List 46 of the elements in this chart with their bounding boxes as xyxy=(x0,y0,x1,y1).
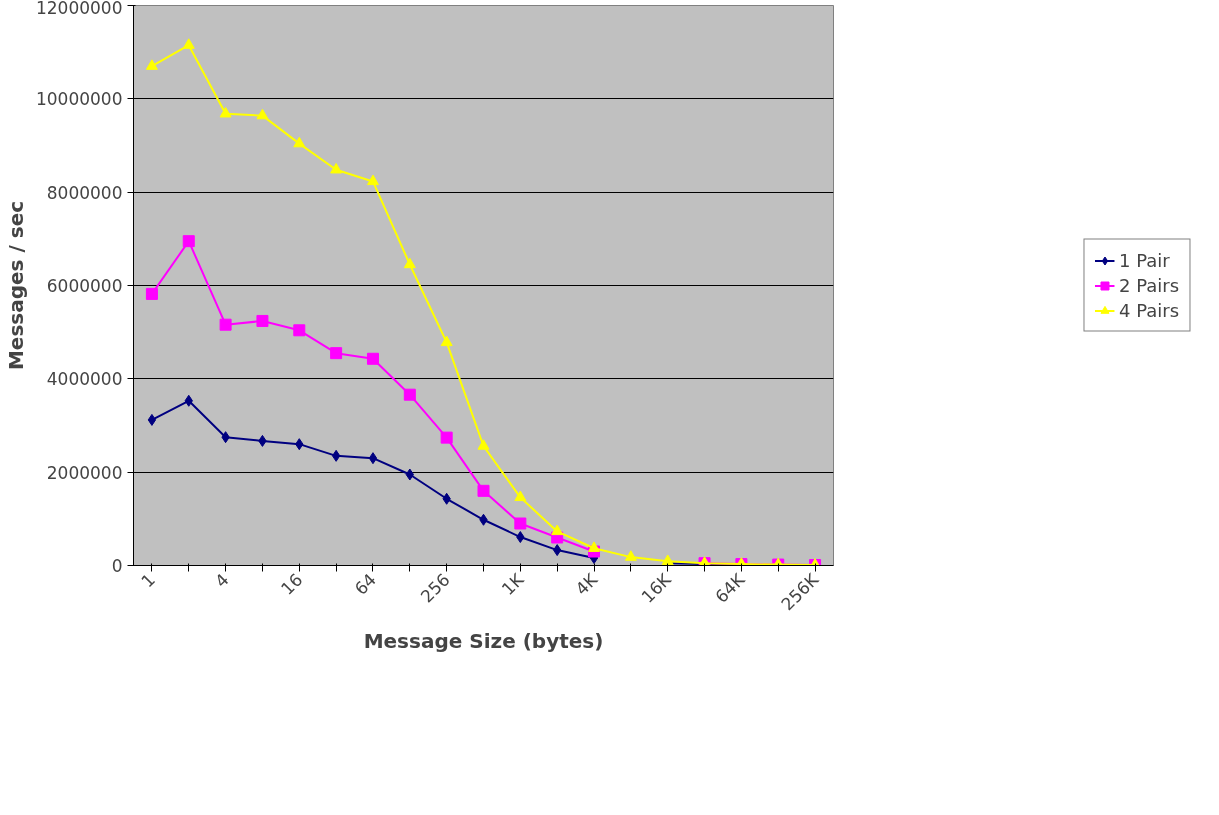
y-tick-label: 2000000 xyxy=(46,462,123,483)
legend-label: 4 Pairs xyxy=(1118,299,1180,321)
y-tick-label: 8000000 xyxy=(46,182,123,203)
point xyxy=(366,352,379,365)
x-tick-label: 4 xyxy=(210,569,233,592)
point xyxy=(440,431,453,444)
x-axis-title: Message Size (bytes) xyxy=(363,629,604,654)
point xyxy=(145,287,158,300)
y-tick-label: 6000000 xyxy=(46,276,123,296)
point xyxy=(293,136,306,148)
point xyxy=(514,490,527,502)
point xyxy=(330,347,343,360)
point xyxy=(182,235,195,248)
x-tick-label: 1 xyxy=(137,569,159,592)
point xyxy=(366,174,379,186)
point xyxy=(330,162,343,174)
y-tick-label: 12000000 xyxy=(35,0,123,18)
point xyxy=(551,524,564,536)
point xyxy=(477,484,490,497)
x-tick-label: 4K xyxy=(571,568,602,600)
point xyxy=(147,413,157,426)
point xyxy=(403,388,416,401)
point xyxy=(514,517,527,530)
legend-label: 2 Pairs xyxy=(1118,274,1180,296)
legend-label: 1 Pair xyxy=(1118,249,1170,271)
x-tick-label: 64 xyxy=(350,569,381,599)
x-tick-label: 16 xyxy=(276,569,307,599)
point xyxy=(256,108,269,120)
point xyxy=(293,324,306,337)
point xyxy=(624,550,637,561)
point xyxy=(182,38,195,49)
point xyxy=(403,257,416,269)
point xyxy=(368,452,378,465)
point xyxy=(440,335,453,347)
point xyxy=(219,106,232,118)
point xyxy=(256,314,269,327)
point xyxy=(331,449,341,462)
y-tick-label: 0 xyxy=(111,556,123,576)
y-axis-title: Messages / sec xyxy=(3,200,28,371)
point xyxy=(477,439,490,450)
y-tick-label: 4000000 xyxy=(46,369,123,390)
point xyxy=(588,541,601,552)
point xyxy=(145,59,158,70)
y-tick-label: 10000000 xyxy=(35,89,123,110)
x-tick-label: 1K xyxy=(497,568,529,600)
point xyxy=(219,318,232,331)
